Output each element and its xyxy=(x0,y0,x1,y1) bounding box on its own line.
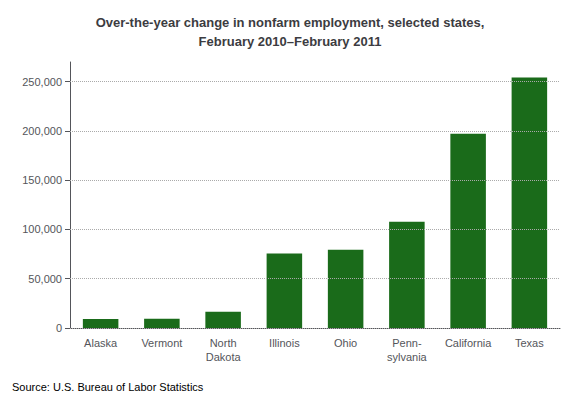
svg-text:150,000: 150,000 xyxy=(22,174,62,186)
svg-text:Texas: Texas xyxy=(515,337,544,349)
svg-text:250,000: 250,000 xyxy=(22,76,62,88)
svg-text:Alaska: Alaska xyxy=(84,337,118,349)
svg-text:February 2010–February 2011: February 2010–February 2011 xyxy=(199,34,382,49)
svg-text:Penn-: Penn- xyxy=(392,337,422,349)
svg-text:Illinois: Illinois xyxy=(269,337,300,349)
svg-text:sylvania: sylvania xyxy=(387,351,428,363)
svg-text:Vermont: Vermont xyxy=(141,337,182,349)
svg-text:Source: U.S. Bureau of Labor S: Source: U.S. Bureau of Labor Statistics xyxy=(12,381,204,393)
svg-text:200,000: 200,000 xyxy=(22,125,62,137)
svg-text:Dakota: Dakota xyxy=(206,351,242,363)
svg-text:Ohio: Ohio xyxy=(334,337,357,349)
svg-text:50,000: 50,000 xyxy=(28,273,62,285)
svg-text:Over-the-year change in nonfar: Over-the-year change in nonfarm employme… xyxy=(96,15,485,30)
svg-text:100,000: 100,000 xyxy=(22,223,62,235)
svg-text:North: North xyxy=(210,337,237,349)
svg-text:California: California xyxy=(445,337,492,349)
svg-text:0: 0 xyxy=(56,322,62,334)
